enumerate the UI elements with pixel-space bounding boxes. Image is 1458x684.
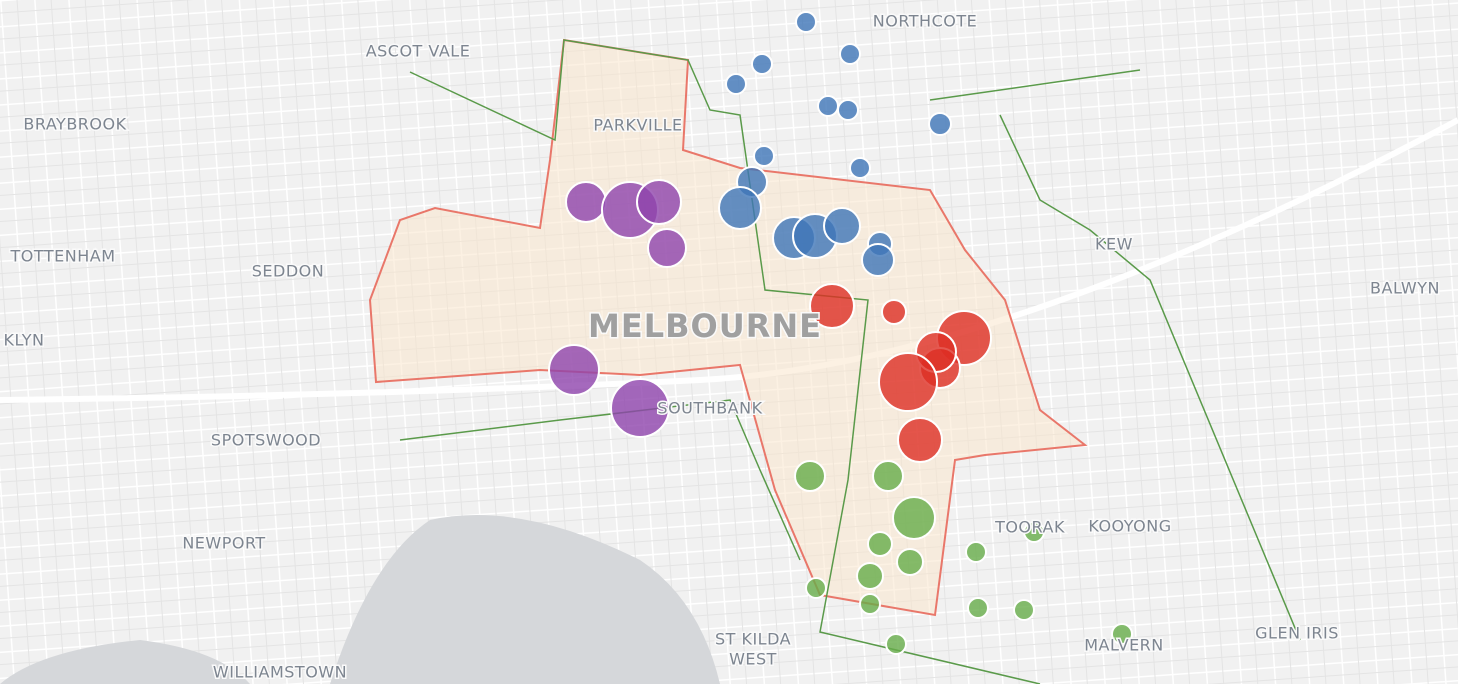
place-label: SPOTSWOOD <box>211 431 321 450</box>
bubble <box>1013 599 1035 621</box>
bubble <box>548 344 600 396</box>
water <box>0 640 250 684</box>
bubble <box>725 73 747 95</box>
bubble <box>897 417 943 463</box>
bubble <box>867 531 893 557</box>
bubble <box>839 43 861 65</box>
bubble <box>881 299 907 325</box>
place-label: SOUTHBANK <box>657 399 762 418</box>
bubble <box>856 562 884 590</box>
bubble <box>861 243 895 277</box>
place-label: SEDDON <box>252 262 324 281</box>
bubble <box>837 99 859 121</box>
bubble <box>967 597 989 619</box>
place-label: ST KILDA <box>715 630 791 649</box>
place-label: WEST <box>729 650 777 669</box>
place-label: TOTTENHAM <box>10 247 116 266</box>
bubble <box>896 548 924 576</box>
place-label: GLEN IRIS <box>1255 624 1339 643</box>
bubble <box>859 593 881 615</box>
bubble <box>647 228 687 268</box>
place-label: WILLIAMSTOWN <box>213 663 347 682</box>
place-label: TOORAK <box>994 518 1065 537</box>
place-label: BRAYBROOK <box>23 115 126 134</box>
bubble <box>823 207 861 245</box>
bubble <box>878 352 938 412</box>
bubble <box>795 11 817 33</box>
bubble <box>565 181 607 223</box>
bubble <box>1111 623 1133 645</box>
bubble <box>928 112 952 136</box>
place-label: NEWPORT <box>182 534 265 553</box>
bubble <box>849 157 871 179</box>
district-boundary <box>399 39 1301 684</box>
bubble <box>1023 521 1045 543</box>
bubble <box>885 633 907 655</box>
bubble <box>805 577 827 599</box>
bubble <box>872 460 904 492</box>
bubble <box>809 283 855 329</box>
bubble <box>718 186 762 230</box>
bubble <box>753 145 775 167</box>
bubble <box>751 53 773 75</box>
bay-water <box>330 515 720 684</box>
place-label: ASCOT VALE <box>366 42 471 61</box>
bubble <box>610 378 670 438</box>
place-label: KEW <box>1095 235 1133 254</box>
place-label: KOOYONG <box>1088 517 1171 536</box>
bubble <box>636 179 682 225</box>
place-label: NORTHCOTE <box>873 12 977 31</box>
freeway <box>0 117 1458 403</box>
bubble <box>965 541 987 563</box>
place-label: KLYN <box>3 331 44 350</box>
place-label: PARKVILLE <box>593 116 682 135</box>
place-label: MELBOURNE <box>588 307 822 345</box>
bubble <box>794 460 826 492</box>
place-label: BALWYN <box>1370 279 1440 298</box>
place-label: MALVERN <box>1084 636 1164 655</box>
bubble <box>892 496 936 540</box>
bubble <box>817 95 839 117</box>
